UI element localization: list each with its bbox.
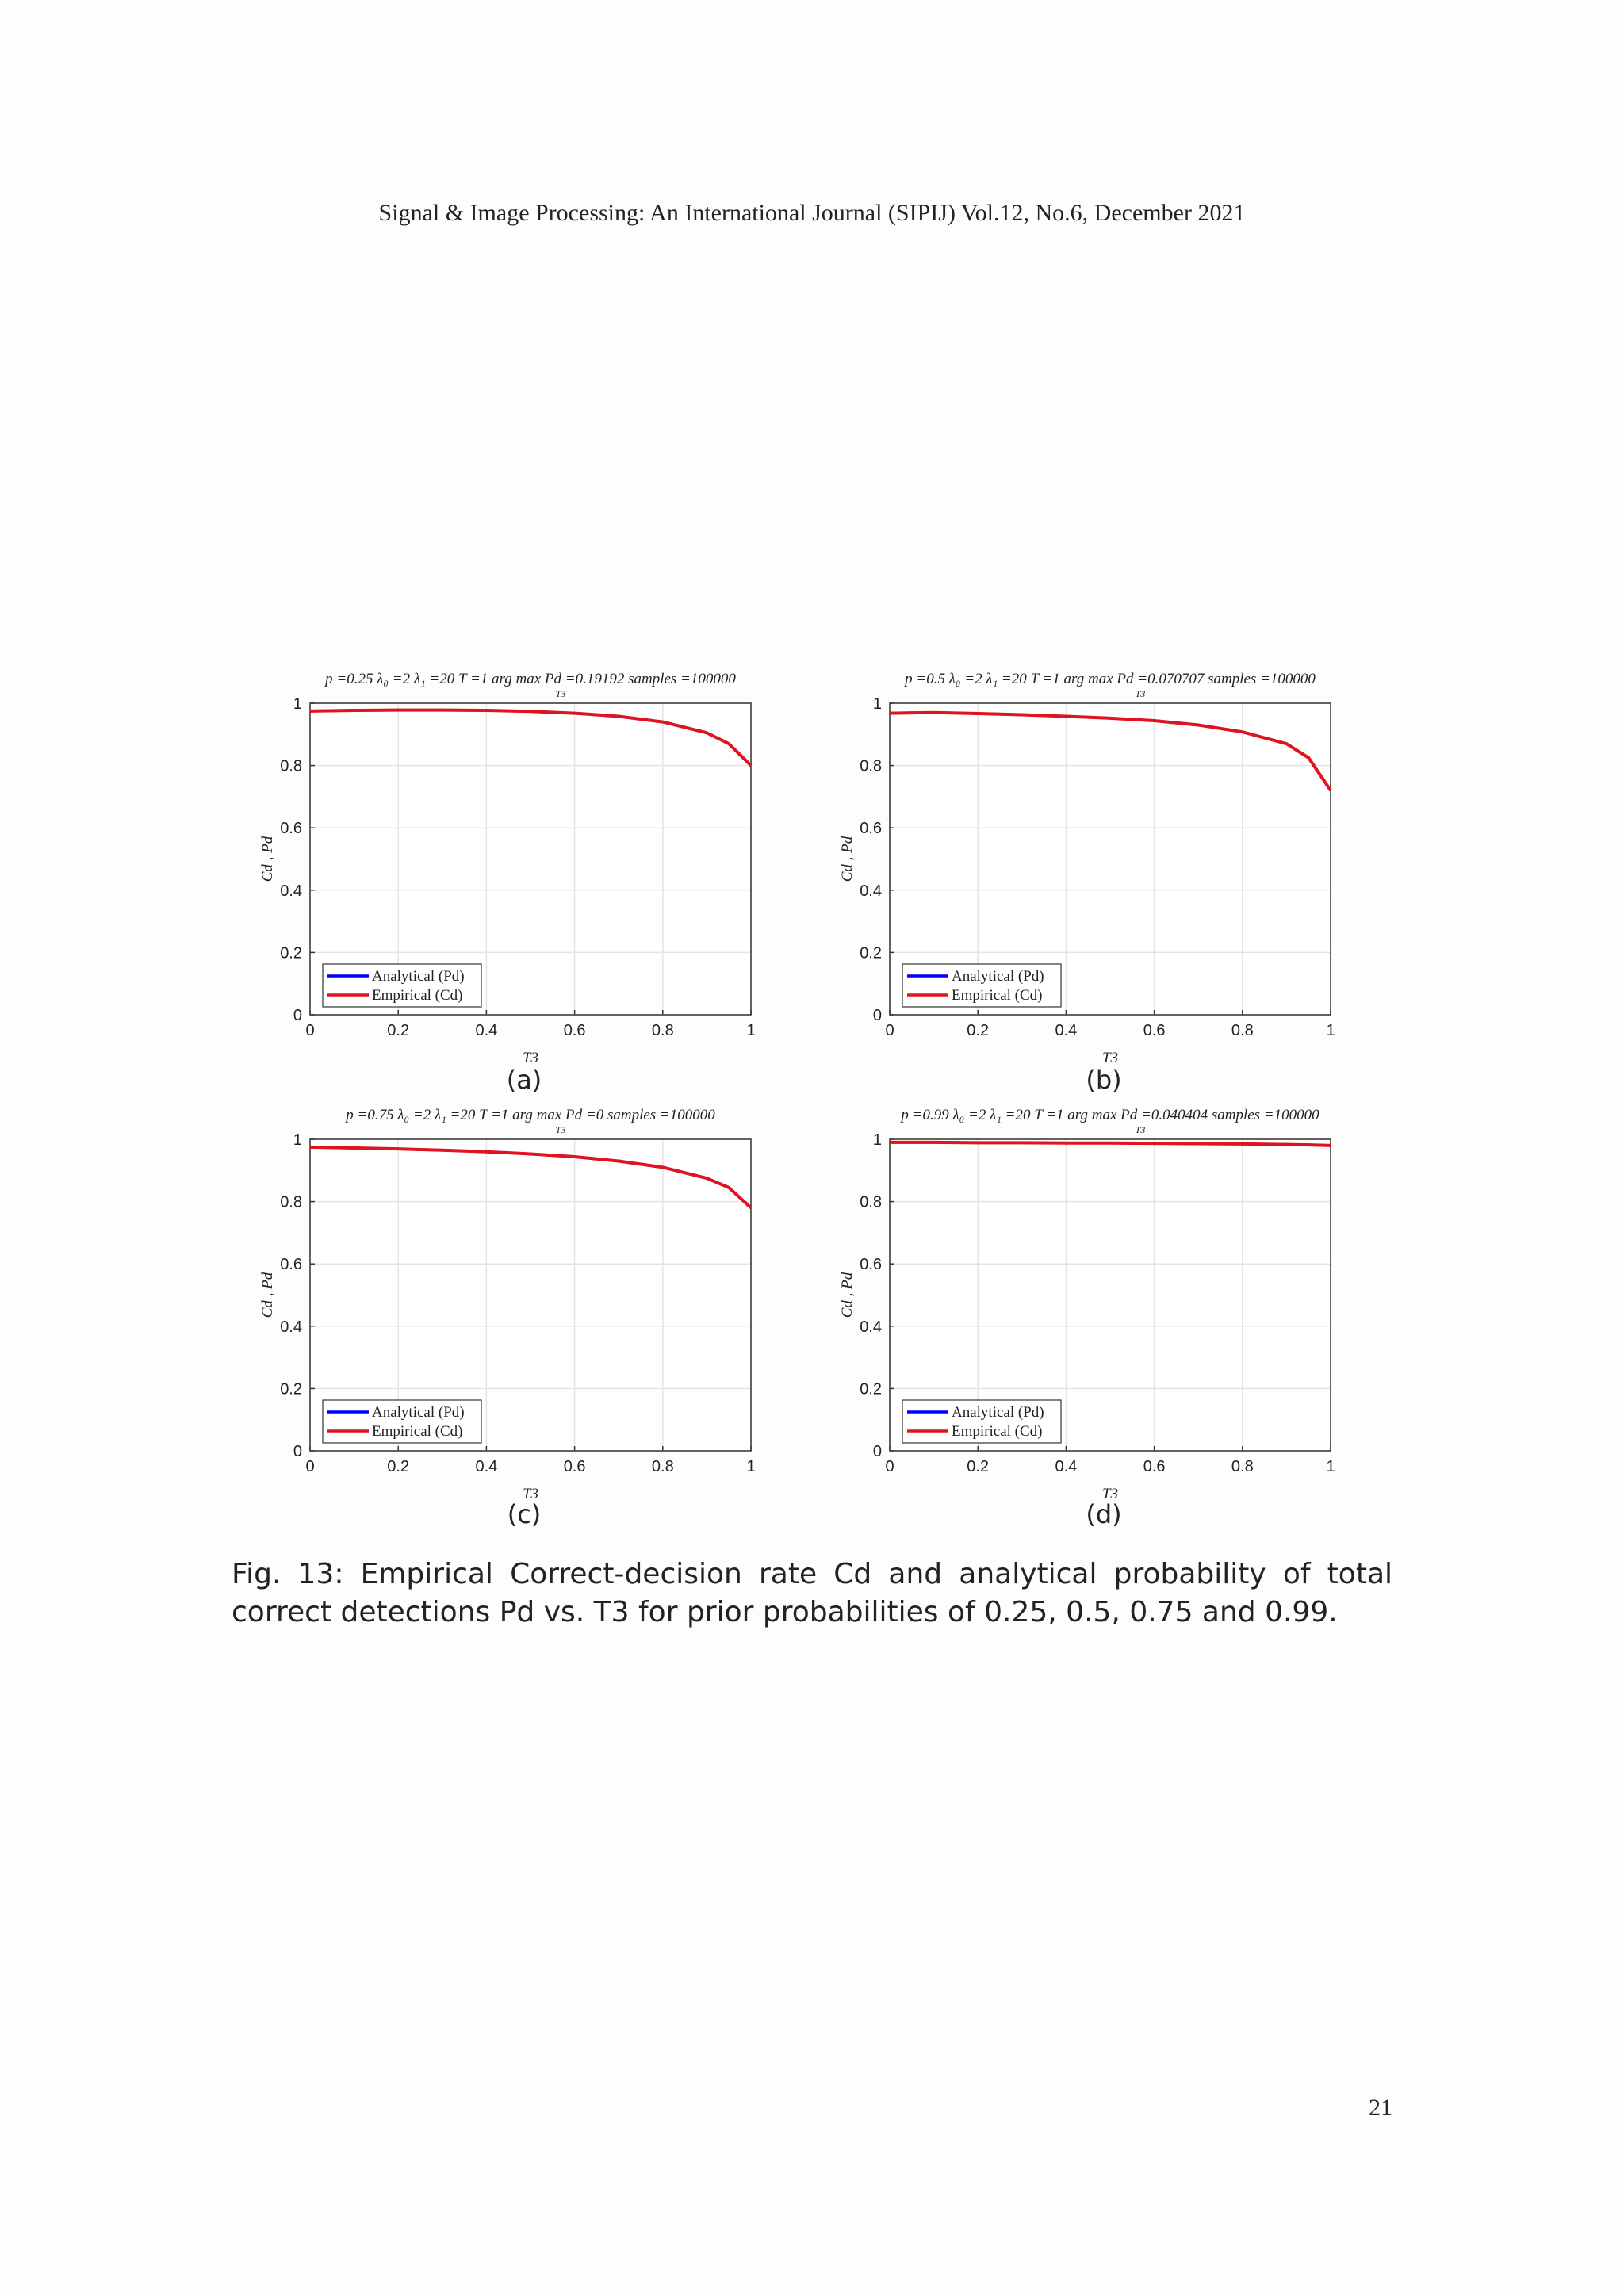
y-axis-label: Cd , Pd <box>259 1272 276 1318</box>
legend-box <box>322 1399 482 1444</box>
x-tick-label: 0 <box>305 1458 314 1475</box>
x-tick-label: 0.4 <box>1055 1022 1077 1039</box>
y-axis-label: Cd , Pd <box>839 1272 856 1318</box>
y-tick-label: 0.6 <box>860 1256 882 1273</box>
x-tick-label: 0 <box>885 1022 894 1039</box>
plot-frame <box>889 1138 1331 1452</box>
subcaption: (d) <box>1086 1499 1121 1529</box>
x-tick-label: 0.2 <box>967 1022 989 1039</box>
x-tick-label: 0 <box>305 1022 314 1039</box>
y-tick-label: 0.4 <box>280 882 302 900</box>
y-tick-label: 1 <box>293 695 302 713</box>
legend-label: Analytical (Pd) <box>952 968 1044 985</box>
legend-label: Empirical (Cd) <box>952 987 1043 1004</box>
legend-label: Empirical (Cd) <box>372 987 463 1004</box>
x-tick-label: 1 <box>1326 1458 1335 1475</box>
x-axis-label: T3 <box>1102 1486 1118 1502</box>
plot-frame <box>309 1138 752 1452</box>
y-tick-label: 0.2 <box>860 1380 882 1398</box>
subcaption: (b) <box>1086 1065 1121 1095</box>
y-tick-label: 0.6 <box>280 1256 302 1273</box>
y-tick-label: 1 <box>873 1131 882 1149</box>
y-tick-label: 0.6 <box>860 820 882 837</box>
x-tick-label: 0.4 <box>475 1022 497 1039</box>
x-tick-label: 0.8 <box>1231 1458 1254 1475</box>
y-tick-label: 0.4 <box>860 882 882 900</box>
figure-caption: Fig. 13: Empirical Correct-decision rate… <box>232 1558 1392 1628</box>
x-tick-label: 0.4 <box>475 1458 497 1475</box>
y-tick-label: 0.2 <box>860 944 882 962</box>
y-tick-label: 0 <box>293 1007 302 1024</box>
subcaption: (c) <box>508 1499 542 1529</box>
y-tick-label: 0.8 <box>860 758 882 775</box>
running-header: Signal & Image Processing: An Internatio… <box>378 200 1246 226</box>
x-tick-label: 0.8 <box>1231 1022 1254 1039</box>
chart-title: p =0.99 λ₀ =2 λ₁ =20 T =1 arg max Pd =0.… <box>899 1107 1320 1123</box>
x-tick-label: 0.6 <box>564 1458 586 1475</box>
title-subscript: T3 <box>1136 1124 1146 1135</box>
legend-label: Analytical (Pd) <box>372 1404 465 1421</box>
title-subscript: T3 <box>556 1124 566 1135</box>
x-tick-label: 1 <box>1326 1022 1335 1039</box>
x-tick-label: 0.6 <box>564 1022 586 1039</box>
subcaption: (a) <box>507 1065 542 1095</box>
title-subscript: T3 <box>556 688 566 699</box>
y-tick-label: 1 <box>873 695 882 713</box>
y-tick-label: 0 <box>293 1443 302 1460</box>
legend-label: Empirical (Cd) <box>372 1423 463 1440</box>
plot-frame <box>889 702 1331 1016</box>
x-tick-label: 0.6 <box>1143 1022 1166 1039</box>
page-number: 21 <box>1369 2095 1392 2121</box>
title-subscript: T3 <box>1136 688 1146 699</box>
y-tick-label: 0.4 <box>280 1318 302 1336</box>
chart-title: p =0.75 λ₀ =2 λ₁ =20 T =1 arg max Pd =0 … <box>344 1107 715 1123</box>
y-tick-label: 0 <box>873 1007 882 1024</box>
y-tick-label: 0.8 <box>280 758 302 775</box>
x-tick-label: 1 <box>746 1022 755 1039</box>
x-axis-label: T3 <box>523 1486 538 1502</box>
legend-label: Empirical (Cd) <box>952 1423 1043 1440</box>
plot-frame <box>309 702 752 1016</box>
legend-label: Analytical (Pd) <box>372 968 465 985</box>
x-tick-label: 0.2 <box>387 1458 409 1475</box>
x-tick-label: 0.8 <box>652 1458 674 1475</box>
chart-title: p =0.25 λ₀ =2 λ₁ =20 T =1 arg max Pd =0.… <box>324 671 736 687</box>
plot-area <box>310 1139 751 1451</box>
y-axis-label: Cd , Pd <box>839 836 856 882</box>
y-tick-label: 0.8 <box>860 1194 882 1211</box>
x-tick-label: 0.4 <box>1055 1458 1077 1475</box>
data-line <box>889 710 1332 792</box>
chart-title: p =0.5 λ₀ =2 λ₁ =20 T =1 arg max Pd =0.0… <box>903 671 1316 687</box>
plot-area <box>890 1139 1331 1451</box>
legend-label: Analytical (Pd) <box>952 1404 1044 1421</box>
x-tick-label: 0 <box>885 1458 894 1475</box>
x-tick-label: 0.2 <box>387 1022 409 1039</box>
y-tick-label: 0.2 <box>280 944 302 962</box>
legend-box <box>902 963 1062 1008</box>
y-tick-label: 1 <box>293 1131 302 1149</box>
x-tick-label: 1 <box>746 1458 755 1475</box>
x-axis-label: T3 <box>1102 1050 1118 1066</box>
legend-box <box>902 1399 1062 1444</box>
y-axis-label: Cd , Pd <box>259 836 276 882</box>
plot-area <box>310 703 751 1015</box>
y-tick-label: 0 <box>873 1443 882 1460</box>
x-axis-label: T3 <box>523 1050 538 1066</box>
y-tick-label: 0.2 <box>280 1380 302 1398</box>
x-tick-label: 0.6 <box>1143 1458 1166 1475</box>
y-tick-label: 0.4 <box>860 1318 882 1336</box>
data-line <box>309 1145 753 1209</box>
plot-area <box>890 703 1331 1015</box>
legend-box <box>322 963 482 1008</box>
x-tick-label: 0.2 <box>967 1458 989 1475</box>
x-tick-label: 0.8 <box>652 1022 674 1039</box>
data-line <box>309 708 753 767</box>
y-tick-label: 0.8 <box>280 1194 302 1211</box>
y-tick-label: 0.6 <box>280 820 302 837</box>
data-line <box>890 1140 1331 1147</box>
